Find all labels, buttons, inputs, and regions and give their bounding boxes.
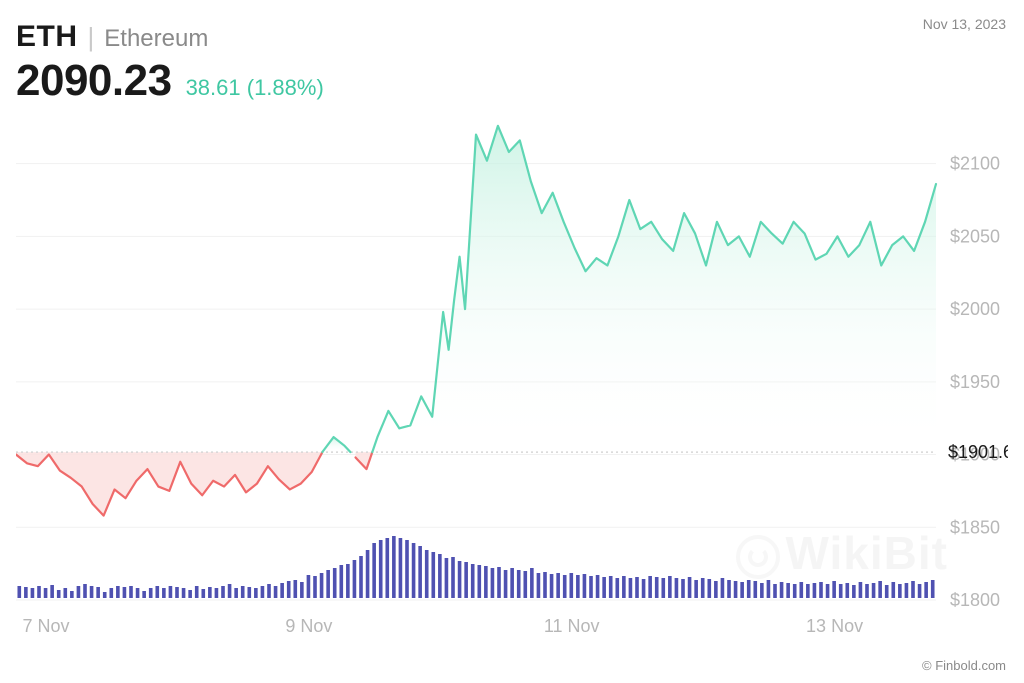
svg-text:9 Nov: 9 Nov [285,616,332,636]
price-change: 38.61 (1.88%) [186,75,324,101]
header-divider: | [88,22,95,53]
svg-text:11 Nov: 11 Nov [544,616,600,636]
svg-text:$1950: $1950 [950,372,1000,392]
date-label: Nov 13, 2023 [923,16,1006,32]
svg-text:$2000: $2000 [950,299,1000,319]
header: ETH | Ethereum [16,20,1008,54]
price-change-pct: (1.88%) [247,75,324,100]
svg-text:13 Nov: 13 Nov [806,616,863,636]
svg-text:$2050: $2050 [950,226,1000,246]
ticker-symbol: ETH [16,20,78,54]
asset-name: Ethereum [104,25,208,53]
chart-area: $1800$1850$1900$1950$2000$2050$2100$1901… [16,120,1008,640]
price-chart: $1800$1850$1900$1950$2000$2050$2100$1901… [16,120,1008,640]
svg-text:$1901.69: $1901.69 [948,442,1008,462]
chart-card: Nov 13, 2023 ETH | Ethereum 2090.23 38.6… [0,0,1024,683]
svg-text:7 Nov: 7 Nov [22,616,69,636]
footer-credit: © Finbold.com [922,658,1006,673]
svg-text:$1850: $1850 [950,517,1000,537]
price-value: 2090.23 [16,56,172,106]
price-row: 2090.23 38.61 (1.88%) [16,56,1008,106]
svg-text:$1800: $1800 [950,590,1000,610]
price-change-abs: 38.61 [186,75,241,100]
svg-text:$2100: $2100 [950,154,1000,174]
